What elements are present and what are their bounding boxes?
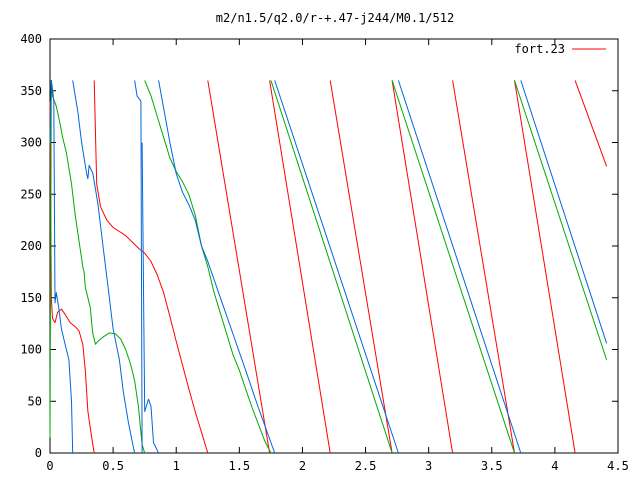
- y-tick-label: 100: [20, 343, 42, 357]
- legend-label: fort.23: [514, 42, 565, 56]
- x-tick-label: 0: [46, 459, 53, 473]
- x-tick-label: 1.5: [228, 459, 250, 473]
- x-tick-label: 2.5: [355, 459, 377, 473]
- series-line-1: [49, 80, 608, 454]
- y-tick-label: 200: [20, 239, 42, 253]
- series-line-2: [49, 79, 608, 454]
- y-tick-label: 400: [20, 32, 42, 46]
- series-group: [49, 79, 608, 454]
- x-tick-label: 4.5: [607, 459, 629, 473]
- y-tick-label: 300: [20, 136, 42, 150]
- x-tick-label: 1: [173, 459, 180, 473]
- x-tick-label: 3: [425, 459, 432, 473]
- legend: fort.23: [514, 42, 606, 56]
- y-tick-label: 0: [35, 446, 42, 460]
- chart-title: m2/n1.5/q2.0/r-+.47-j244/M0.1/512: [216, 11, 454, 25]
- axes: 0 0.5 1 1.5 2 2.5 3 3.5 4 4.5 0 50 100 150 200 250 300 35…: [20, 32, 629, 473]
- y-tick-label: 350: [20, 84, 42, 98]
- y-tick-label: 250: [20, 187, 42, 201]
- x-tick-label: 2: [299, 459, 306, 473]
- y-tick-label: 150: [20, 291, 42, 305]
- series-line-3: [49, 79, 608, 454]
- y-tick-label: 50: [28, 394, 42, 408]
- x-tick-label: 3.5: [481, 459, 503, 473]
- x-tick-label: 0.5: [102, 459, 124, 473]
- x-tick-label: 4: [551, 459, 558, 473]
